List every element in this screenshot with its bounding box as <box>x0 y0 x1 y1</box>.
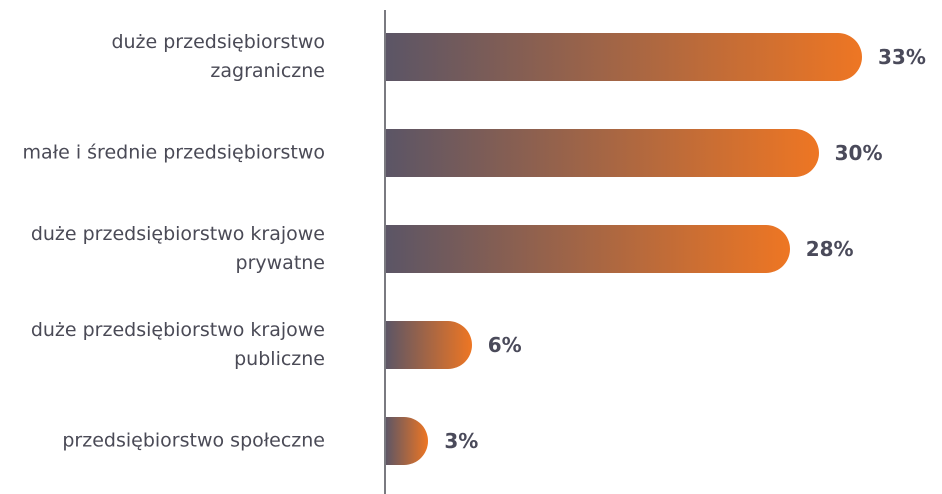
bar <box>385 321 472 369</box>
bar <box>385 225 790 273</box>
bar <box>385 33 862 81</box>
category-label: duże przedsiębiorstwo zagraniczne <box>111 31 325 82</box>
category-label: duże przedsiębiorstwo krajowe publiczne <box>30 319 325 370</box>
bar <box>385 129 819 177</box>
category-label: duże przedsiębiorstwo krajowe prywatne <box>30 223 325 274</box>
value-label: 6% <box>487 333 522 357</box>
value-label: 28% <box>805 237 854 261</box>
value-label: 3% <box>444 429 479 453</box>
category-label: przedsiębiorstwo społeczne <box>62 429 325 452</box>
value-label: 30% <box>834 141 883 165</box>
axis-line <box>384 10 386 494</box>
category-label: małe i średnie przedsiębiorstwo <box>22 141 325 164</box>
bar <box>385 417 429 465</box>
value-label: 33% <box>878 45 926 69</box>
